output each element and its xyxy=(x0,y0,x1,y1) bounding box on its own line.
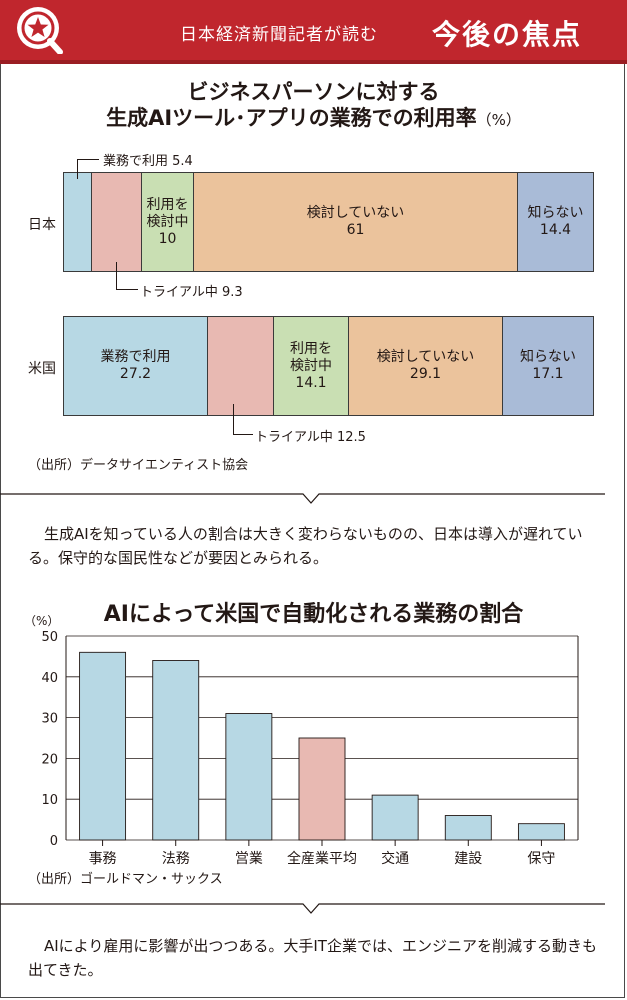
separator-1 xyxy=(0,493,605,504)
bar-3 xyxy=(298,737,346,841)
x-tick-label: 建設 xyxy=(454,851,482,867)
callout-line-japan-trial-h xyxy=(116,289,138,290)
callout-usa-trial: トライアル中 12.5 xyxy=(255,430,366,445)
japan-segment-work-use xyxy=(63,172,92,272)
header-subtitle: 日本経済新聞記者が読む xyxy=(180,25,378,45)
callout-line-usa-trial-h xyxy=(233,434,253,435)
bar-6 xyxy=(517,823,565,841)
bar-0 xyxy=(79,651,127,841)
comment-2: AIにより雇用に影響が出つつある。大手IT企業では、エンジニアを削減する動きも出… xyxy=(28,937,597,979)
chart1-unit: （%） xyxy=(476,111,521,129)
y-tick-label: 20 xyxy=(41,752,58,767)
x-tick-label: 法務 xyxy=(162,851,190,867)
y-tick-label: 10 xyxy=(41,793,58,808)
bar-1 xyxy=(152,660,200,841)
header-bar xyxy=(0,0,627,62)
japan-segment-not-considering: 検討していない 61 xyxy=(194,172,518,272)
x-tick-label: 営業 xyxy=(235,851,263,867)
y-tick-label: 50 xyxy=(41,630,58,645)
row-label-usa: 米国 xyxy=(28,361,56,377)
bar-4 xyxy=(371,794,419,841)
y-tick-label: 40 xyxy=(41,671,58,686)
chart1-title-line2-wrap: 生成AIツール･アプリの業務での利用率（%） xyxy=(0,106,627,133)
chart2-source: （出所）ゴールドマン・サックス xyxy=(28,872,223,887)
bar-5 xyxy=(444,815,492,841)
callout-line-japan-trial xyxy=(116,262,117,290)
header-underline xyxy=(0,60,627,64)
callout-japan-work-use: 業務で利用 5.4 xyxy=(103,154,193,169)
comment-1: 生成AIを知っている人の割合は大きく変わらないものの、日本は導入が遅れている。保… xyxy=(28,525,583,567)
x-tick-label: 交通 xyxy=(381,850,409,867)
japan-segment-dont-know: 知らない 14.4 xyxy=(518,172,594,272)
chart2-title: AIによって米国で自動化される業務の割合 xyxy=(103,602,524,627)
callout-line-japan-work-h xyxy=(77,159,99,160)
x-tick-label: 事務 xyxy=(89,851,117,867)
japan-segment-considering: 利用を 検討中 10 xyxy=(142,172,194,272)
x-tick-label: 保守 xyxy=(527,851,555,867)
usa-segment-considering: 利用を 検討中 14.1 xyxy=(274,316,349,416)
usa-segment-trial xyxy=(208,316,274,416)
usa-segment-not-considering: 検討していない 29.1 xyxy=(349,316,503,416)
usa-segment-dont-know: 知らない 17.1 xyxy=(503,316,594,416)
chart1-title-line2: 生成AIツール･アプリの業務での利用率 xyxy=(106,106,477,130)
usa-segment-work-use: 業務で利用 27.2 xyxy=(63,316,208,416)
x-tick-label: 全産業平均 xyxy=(287,850,357,867)
callout-line-japan-work xyxy=(77,159,78,179)
header-title: 今後の焦点 xyxy=(432,18,583,51)
y-tick-label: 30 xyxy=(41,712,58,727)
callout-line-usa-trial xyxy=(233,404,234,435)
chart1-title-line1: ビジネスパーソンに対する xyxy=(187,80,440,104)
chart2-unit: （%） xyxy=(24,614,60,628)
automation-bar-chart: 0 10 20 30 40 50 事務 法務 営業 全産業平均 交通 建設 保守 xyxy=(41,630,579,867)
separator-2 xyxy=(0,903,605,914)
bar-2 xyxy=(225,713,273,841)
focus-magnifier-star-icon xyxy=(17,7,63,54)
row-label-japan: 日本 xyxy=(28,217,56,233)
japan-segment-trial xyxy=(92,172,142,272)
chart1-source: （出所）データサイエンティスト協会 xyxy=(28,458,249,473)
callout-japan-trial: トライアル中 9.3 xyxy=(140,285,243,300)
y-tick-label: 0 xyxy=(50,834,58,849)
